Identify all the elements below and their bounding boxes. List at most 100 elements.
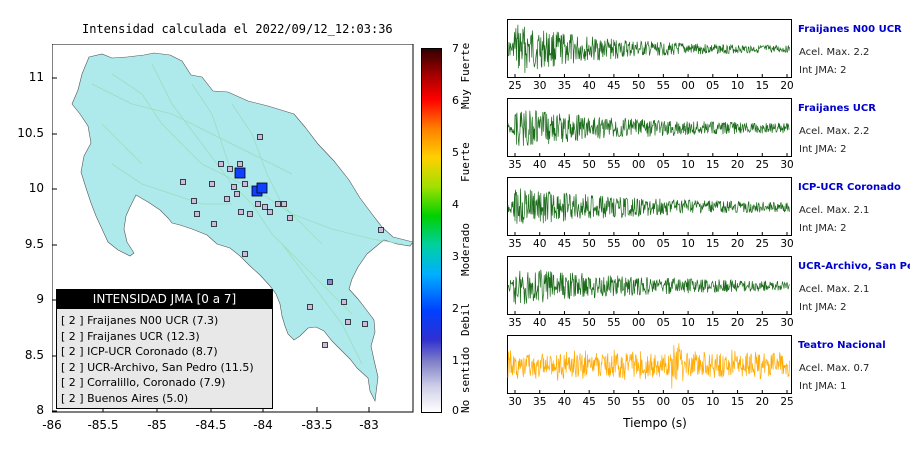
station-marker [327, 279, 333, 285]
time-tick: 10 [681, 317, 695, 329]
station-jma-intensity: Int JMA: 2 [799, 223, 847, 234]
time-tick: 35 [508, 159, 522, 171]
time-tick: 25 [755, 317, 769, 329]
station-marker [362, 321, 368, 327]
colorbar-tick: 7 [452, 42, 459, 55]
time-tick: 20 [780, 80, 794, 92]
map-y-tick: 9 [36, 292, 44, 306]
seismogram-trace [507, 110, 790, 146]
time-tick: 55 [607, 159, 621, 171]
station-marker [242, 181, 248, 187]
map-y-tick: 8.5 [24, 348, 44, 362]
time-tick: 30 [780, 317, 794, 329]
intensity-colorbar [421, 48, 442, 413]
map-y-tick: 9.5 [24, 237, 44, 251]
time-tick: 55 [607, 238, 621, 250]
time-tick: 10 [681, 238, 695, 250]
time-tick: 15 [706, 159, 720, 171]
station-jma-intensity: Int JMA: 2 [799, 65, 847, 76]
station-marker-main [256, 182, 268, 194]
station-max-accel: Acel. Max. 0.7 [799, 363, 870, 374]
map-x-tick: -84 [253, 418, 273, 432]
map-y-tick: 11 [28, 70, 44, 84]
seismogram-panel [507, 177, 792, 236]
time-tick: 35 [508, 317, 522, 329]
colorbar-label-fuerte: Fuerte [459, 142, 472, 182]
station-name: Teatro Nacional [798, 340, 886, 351]
map-x-tick: -85.5 [87, 418, 119, 432]
station-marker [322, 342, 328, 348]
station-marker [281, 201, 287, 207]
time-tick: 05 [656, 317, 671, 329]
time-axis-label: Tiempo (s) [623, 416, 687, 430]
time-tick: 35 [533, 396, 547, 408]
costa-rica-land [71, 52, 414, 403]
time-tick: 15 [755, 80, 769, 92]
time-tick: 15 [730, 396, 745, 408]
map-y-tick: 10 [28, 181, 44, 195]
time-tick: 45 [557, 317, 572, 329]
time-tick: 45 [557, 238, 572, 250]
legend-item: [ 2 ] ICP-UCR Coronado (8.7) [61, 345, 218, 358]
station-marker [255, 201, 261, 207]
time-tick: 40 [557, 396, 572, 408]
station-marker [257, 134, 263, 140]
seismogram-panel [507, 256, 792, 315]
time-tick: 20 [730, 159, 745, 171]
station-name: Fraijanes N00 UCR [798, 24, 902, 35]
time-tick: 05 [706, 80, 720, 92]
map-x-tick: -83 [359, 418, 379, 432]
colorbar-tick: 6 [452, 94, 459, 107]
legend-item: [ 2 ] Buenos Aires (5.0) [61, 391, 189, 405]
station-marker [211, 221, 217, 227]
station-max-accel: Acel. Max. 2.2 [799, 126, 870, 137]
map-x-tick: -86 [42, 418, 62, 432]
station-marker [262, 204, 268, 210]
station-marker [378, 227, 384, 233]
colorbar-tick: 1 [452, 354, 459, 367]
station-marker [345, 319, 351, 325]
time-tick: 30 [508, 396, 522, 408]
time-tick: 40 [533, 317, 547, 329]
time-tick: 25 [780, 396, 794, 408]
colorbar-label-muy-fuerte: Muy Fuerte [459, 42, 472, 110]
station-marker [227, 166, 233, 172]
time-tick: 00 [631, 159, 646, 171]
time-tick: 40 [582, 80, 596, 92]
time-tick: 35 [508, 238, 522, 250]
time-tick: 25 [755, 159, 769, 171]
colorbar-label-moderado: Moderado [459, 223, 472, 277]
time-tick: 10 [730, 80, 745, 92]
time-tick: 55 [607, 317, 621, 329]
time-tick: 05 [681, 396, 695, 408]
legend-item: [ 2 ] Fraijanes UCR (12.3) [61, 329, 200, 343]
legend-item: [ 2 ] Fraijanes N00 UCR (7.3) [61, 314, 219, 327]
station-marker [238, 209, 244, 215]
seismogram-panel [507, 98, 792, 157]
time-tick: 35 [557, 80, 572, 92]
time-tick: 20 [730, 317, 745, 329]
time-tick: 05 [656, 238, 671, 250]
map-x-tick: -84.5 [195, 418, 227, 432]
station-marker [194, 211, 200, 217]
station-max-accel: Acel. Max. 2.2 [799, 47, 870, 58]
intensity-legend: INTENSIDAD JMA [0 a 7] [ 2 ] Fraijanes N… [56, 289, 273, 409]
station-marker [287, 215, 293, 221]
legend-header: INTENSIDAD JMA [0 a 7] [57, 290, 272, 309]
station-marker [218, 161, 224, 167]
station-jma-intensity: Int JMA: 2 [799, 144, 847, 155]
time-tick: 00 [631, 317, 646, 329]
station-marker [224, 196, 230, 202]
time-tick: 50 [582, 317, 596, 329]
station-name: UCR-Archivo, San Pedro [798, 261, 910, 272]
seismogram-trace [507, 24, 790, 73]
time-tick: 00 [631, 238, 646, 250]
station-marker [242, 251, 248, 257]
time-tick: 00 [681, 80, 695, 92]
time-tick: 10 [706, 396, 720, 408]
time-tick: 25 [755, 238, 769, 250]
time-tick: 10 [681, 159, 695, 171]
time-tick: 15 [706, 238, 720, 250]
colorbar-tick: 2 [452, 302, 459, 315]
